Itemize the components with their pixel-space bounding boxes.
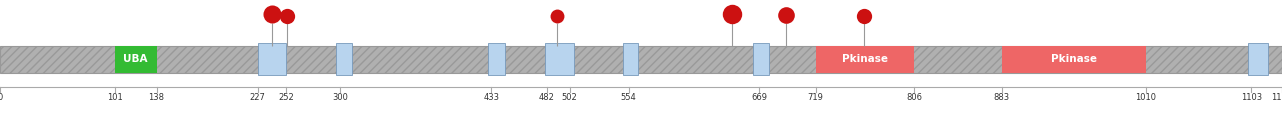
Point xyxy=(547,15,568,17)
Text: 482: 482 xyxy=(538,93,555,102)
Bar xyxy=(1247,43,1268,75)
Text: Pkinase: Pkinase xyxy=(842,54,888,64)
Bar xyxy=(754,43,769,75)
Point xyxy=(722,13,742,15)
Point xyxy=(277,15,297,17)
Text: 0: 0 xyxy=(0,93,3,102)
Bar xyxy=(114,46,156,73)
Point xyxy=(776,14,796,16)
Bar xyxy=(488,43,505,75)
Text: 433: 433 xyxy=(483,93,499,102)
Bar xyxy=(0,46,1282,73)
Text: 1010: 1010 xyxy=(1136,93,1156,102)
Bar xyxy=(1001,46,1146,73)
Bar xyxy=(815,46,914,73)
Bar xyxy=(336,43,351,75)
Bar xyxy=(258,43,286,75)
Text: 554: 554 xyxy=(620,93,636,102)
Text: 719: 719 xyxy=(808,93,823,102)
Bar xyxy=(623,43,637,75)
Text: 502: 502 xyxy=(562,93,577,102)
Text: 883: 883 xyxy=(994,93,1010,102)
Text: 300: 300 xyxy=(332,93,349,102)
Text: UBA: UBA xyxy=(123,54,147,64)
Point xyxy=(262,13,282,15)
Text: 1130: 1130 xyxy=(1272,93,1282,102)
Text: 806: 806 xyxy=(906,93,923,102)
Text: Pkinase: Pkinase xyxy=(1051,54,1097,64)
Text: 138: 138 xyxy=(149,93,164,102)
Bar xyxy=(545,43,574,75)
Text: 669: 669 xyxy=(751,93,767,102)
Text: 1103: 1103 xyxy=(1241,93,1261,102)
Text: 227: 227 xyxy=(250,93,265,102)
Text: 252: 252 xyxy=(278,93,294,102)
Point xyxy=(854,15,874,17)
Text: 101: 101 xyxy=(106,93,123,102)
